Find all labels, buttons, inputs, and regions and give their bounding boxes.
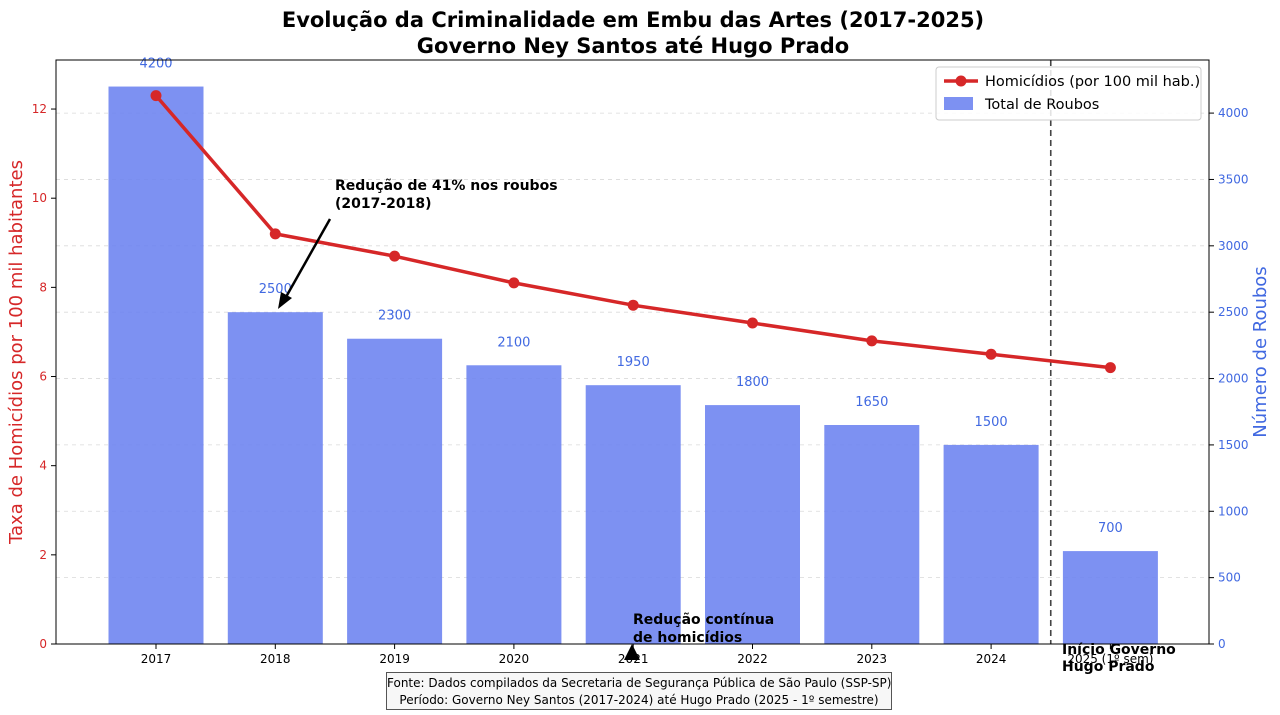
homicide-point-2024: [985, 348, 997, 360]
annotation-governo-line-1: Início Governo: [1062, 642, 1176, 658]
legend-bar-swatch: [944, 97, 973, 110]
bars: [108, 86, 1158, 644]
annotation-roubos-line-2: (2017-2018): [335, 196, 432, 212]
bar-label-2021: 1950: [617, 355, 650, 370]
bar-label-2025 (1º sem): 700: [1098, 521, 1123, 536]
y-right-tick-label: 4000: [1218, 106, 1249, 120]
y-right-tick-label: 3000: [1218, 239, 1249, 253]
bar-2017: [108, 86, 204, 644]
annotation-homicidios-line-1: Redução contínua: [633, 612, 774, 628]
y-right-tick-label: 0: [1218, 637, 1226, 651]
homicide-point-2017: [150, 90, 162, 102]
x-tick-label-2020: 2020: [499, 652, 530, 666]
y-left-tick-label: 8: [39, 280, 47, 294]
y-left-tick-label: 12: [32, 102, 47, 116]
plot-frame: [55, 59, 1210, 645]
bar-label-2020: 2100: [497, 335, 530, 350]
annotation-roubos-line-1: Redução de 41% nos roubos: [335, 178, 558, 194]
y-right-tick-label: 3500: [1218, 172, 1249, 186]
annotations: Redução de 41% nos roubos (2017-2018) Redu…: [278, 178, 1176, 675]
bar-label-2023: 1650: [855, 395, 888, 410]
x-tick-label-2017: 2017: [141, 652, 172, 666]
source-note: Fonte: Dados compilados da Secretaria de…: [386, 672, 892, 710]
chart-title: Evolução da Criminalidade em Embu das Ar…: [282, 8, 984, 32]
x-tick-label-2025 (1º sem): 2025 (1º sem): [1067, 652, 1153, 666]
legend-line-marker: [955, 75, 967, 87]
bar-label-2022: 1800: [736, 375, 769, 390]
y-right-tick-label: 2000: [1218, 372, 1249, 386]
bar-2021: [585, 385, 681, 644]
bar-label-2024: 1500: [975, 415, 1008, 430]
homicide-point-2020: [508, 277, 520, 289]
annotation-governo-line-2: Hugo Prado: [1062, 659, 1155, 675]
homicide-point-2025 (1º sem): [1104, 362, 1116, 374]
legend-box: [935, 66, 1202, 121]
y-left-tick-label: 4: [39, 459, 47, 473]
bar-2018: [227, 312, 323, 644]
source-line-1: Fonte: Dados compilados da Secretaria de…: [387, 676, 892, 690]
bar-label-2017: 4200: [139, 57, 172, 72]
annotation-homicidios-arrowhead: [624, 644, 640, 660]
bar-2019: [347, 338, 443, 644]
x-tick-label-2023: 2023: [857, 652, 888, 666]
y-left-label: Taxa de Homicídios por 100 mil habitante…: [6, 160, 27, 545]
y-right-tick-label: 500: [1218, 571, 1241, 585]
x-tick-label-2024: 2024: [976, 652, 1007, 666]
annotation-homicidios-line-2: de homicídios: [633, 630, 742, 646]
y-left-tick-label: 6: [39, 370, 47, 384]
homicide-point-2019: [389, 250, 401, 262]
bar-2024: [943, 444, 1039, 644]
homicide-point-2022: [747, 317, 758, 329]
source-line-2: Período: Governo Ney Santos (2017-2024) …: [399, 693, 879, 707]
axes: 0 2 4 6 8 10 12 0 500 1000 1500 2000 2500 3000 3500 400…: [32, 102, 1249, 666]
legend-label-roubos: Total de Roubos: [984, 97, 1099, 113]
y-right-tick-label: 1000: [1218, 504, 1249, 518]
y-left-tick-label: 10: [32, 191, 47, 205]
x-tick-label-2019: 2019: [379, 652, 410, 666]
legend-label-homicidios: Homicídios (por 100 mil hab.): [985, 74, 1200, 90]
y-left-tick-label: 2: [39, 548, 47, 562]
y-right-tick-label: 2500: [1218, 305, 1249, 319]
x-tick-label-2022: 2022: [737, 652, 768, 666]
y-left-tick-label: 0: [39, 637, 47, 651]
bar-2023: [824, 425, 920, 644]
bar-label-2019: 2300: [378, 309, 411, 324]
chart-subtitle: Governo Ney Santos até Hugo Prado: [417, 34, 849, 58]
bar-2020: [466, 365, 562, 644]
y-right-tick-label: 1500: [1218, 438, 1249, 452]
bar-2025 (1º sem): [1062, 551, 1158, 644]
homicide-point-2018: [269, 228, 281, 240]
annotation-roubos-arrowhead: [278, 292, 292, 309]
homicide-point-2021: [627, 299, 639, 311]
y-right-label: Número de Roubos: [1250, 266, 1271, 437]
x-tick-label-2018: 2018: [260, 652, 291, 666]
homicide-point-2023: [866, 335, 878, 347]
bar-2022: [705, 405, 800, 644]
homicide-line-series: [150, 90, 1116, 374]
legend: Homicídios (por 100 mil hab.) Total de R…: [935, 66, 1202, 121]
annotation-roubos-arrow: [284, 218, 332, 298]
